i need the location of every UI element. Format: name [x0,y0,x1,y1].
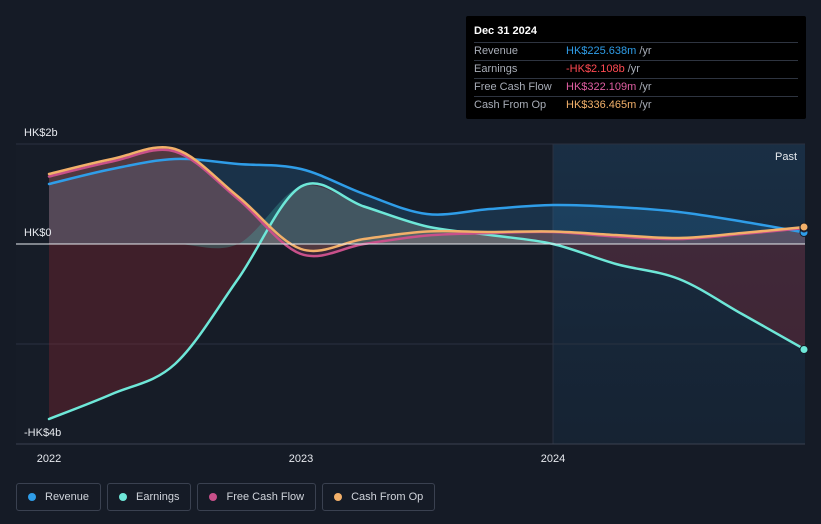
legend-label: Cash From Op [351,491,424,503]
y-tick-label: -HK$4b [24,427,61,439]
line-earnings [47,182,805,421]
area-revenue [49,158,805,244]
legend-label: Revenue [45,491,90,503]
tooltip-row-revenue: Revenue HK$225.638m /yr [474,42,798,60]
tooltip-value: HK$336.465m [566,99,637,111]
end-point-cash-from-op [799,222,809,232]
chart-legend: Revenue Earnings Free Cash Flow Cash Fro… [16,483,436,511]
legend-dot-icon [209,493,218,501]
tooltip-unit: /yr [639,45,652,57]
legend-item-earnings[interactable]: Earnings [107,483,192,511]
tooltip-value: HK$322.109m [566,81,637,93]
legend-dot-icon [119,493,128,501]
legend-label: Earnings [136,491,180,503]
tooltip-value: HK$225.638m [566,45,637,57]
tooltip-row-cash-from-op: Cash From Op HK$336.465m /yr [474,96,798,114]
line-cash-from-op [47,146,805,253]
tooltip-unit: /yr [639,99,652,111]
legend-item-cash-from-op[interactable]: Cash From Op [322,483,436,511]
past-region [553,144,805,444]
legend-dot-icon [28,493,36,501]
legend-dot-icon [334,493,343,501]
tooltip-label: Revenue [474,45,519,57]
tooltip-row-earnings: Earnings -HK$2.108b /yr [474,60,798,78]
past-label: Past [775,151,797,163]
legend-item-free-cash-flow[interactable]: Free Cash Flow [197,483,317,511]
legend-item-revenue[interactable]: Revenue [16,483,102,511]
tooltip-panel: Dec 31 2024 Revenue HK$225.638m /yr Earn… [466,16,806,119]
legend-label: Free Cash Flow [226,491,305,503]
tooltip-unit: /yr [639,81,652,93]
tooltip-label: Free Cash Flow [474,81,552,93]
x-tick-label: 2023 [289,453,313,465]
tooltip-row-free-cash-flow: Free Cash Flow HK$322.109m /yr [474,78,798,96]
tooltip-unit: /yr [627,63,640,75]
x-tick-label: 2022 [37,453,61,465]
area-free-cash-flow [49,149,805,257]
y-tick-label: HK$2b [24,127,58,139]
y-tick-label: HK$0 [24,227,52,239]
line-revenue [47,157,805,234]
area-cash-from-op [49,147,805,251]
x-tick-label: 2024 [541,453,565,465]
tooltip-value: -HK$2.108b [566,63,625,75]
tooltip-label: Cash From Op [474,99,547,111]
tooltip-label: Earnings [474,63,518,75]
end-point-earnings [799,345,809,354]
tooltip-date: Dec 31 2024 [474,25,537,37]
